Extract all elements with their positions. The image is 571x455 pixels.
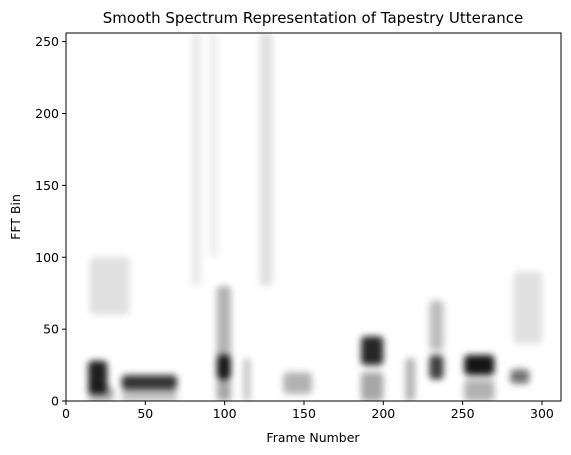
heatmap-cell [405, 357, 416, 401]
y-tick-label: 0 [51, 394, 59, 409]
chart-title: Smooth Spectrum Representation of Tapest… [103, 9, 523, 27]
heatmap-cell [208, 33, 219, 258]
heatmap-cell [513, 271, 542, 344]
heatmap-cell [464, 379, 495, 401]
heatmap-cell [361, 336, 384, 366]
heatmap-cell [259, 33, 273, 286]
y-tick-label: 150 [35, 178, 59, 193]
heatmap-cell [429, 355, 444, 380]
x-tick-label: 100 [213, 406, 237, 421]
heatmap-layer [88, 33, 542, 401]
heatmap-cell [88, 360, 108, 394]
x-tick-label: 300 [530, 406, 554, 421]
heatmap-cell [243, 357, 251, 401]
heatmap-cell [361, 372, 384, 401]
x-tick-label: 200 [371, 406, 395, 421]
heatmap-cell [283, 372, 312, 394]
y-tick-label: 50 [43, 322, 59, 337]
heatmap-cell [121, 389, 178, 401]
y-tick-label: 250 [35, 34, 59, 49]
heatmap-cell [464, 355, 495, 376]
heatmap-cell [121, 375, 178, 390]
heatmap-cell [216, 355, 231, 380]
y-axis: 0 50 100 150 200 250 [35, 34, 66, 409]
heatmap-cell [88, 386, 114, 401]
heatmap-cell [89, 257, 130, 315]
plot-background [66, 33, 561, 401]
x-axis-title: Frame Number [266, 430, 360, 445]
heatmap-cell [216, 286, 231, 358]
heatmap-cell [429, 300, 444, 351]
plot-frame [65, 32, 562, 402]
x-tick-label: 250 [451, 406, 475, 421]
y-tick-label: 100 [35, 250, 59, 265]
y-axis-title: FFT Bin [8, 194, 23, 240]
x-axis: 0 50 100 150 200 250 300 [62, 401, 554, 421]
heatmap-cell [510, 369, 530, 384]
x-tick-label: 150 [292, 406, 316, 421]
x-tick-label: 50 [137, 406, 153, 421]
heatmap-cell [216, 379, 231, 401]
y-tick-label: 200 [35, 106, 59, 121]
x-tick-label: 0 [62, 406, 70, 421]
heatmap-cell [191, 33, 201, 286]
